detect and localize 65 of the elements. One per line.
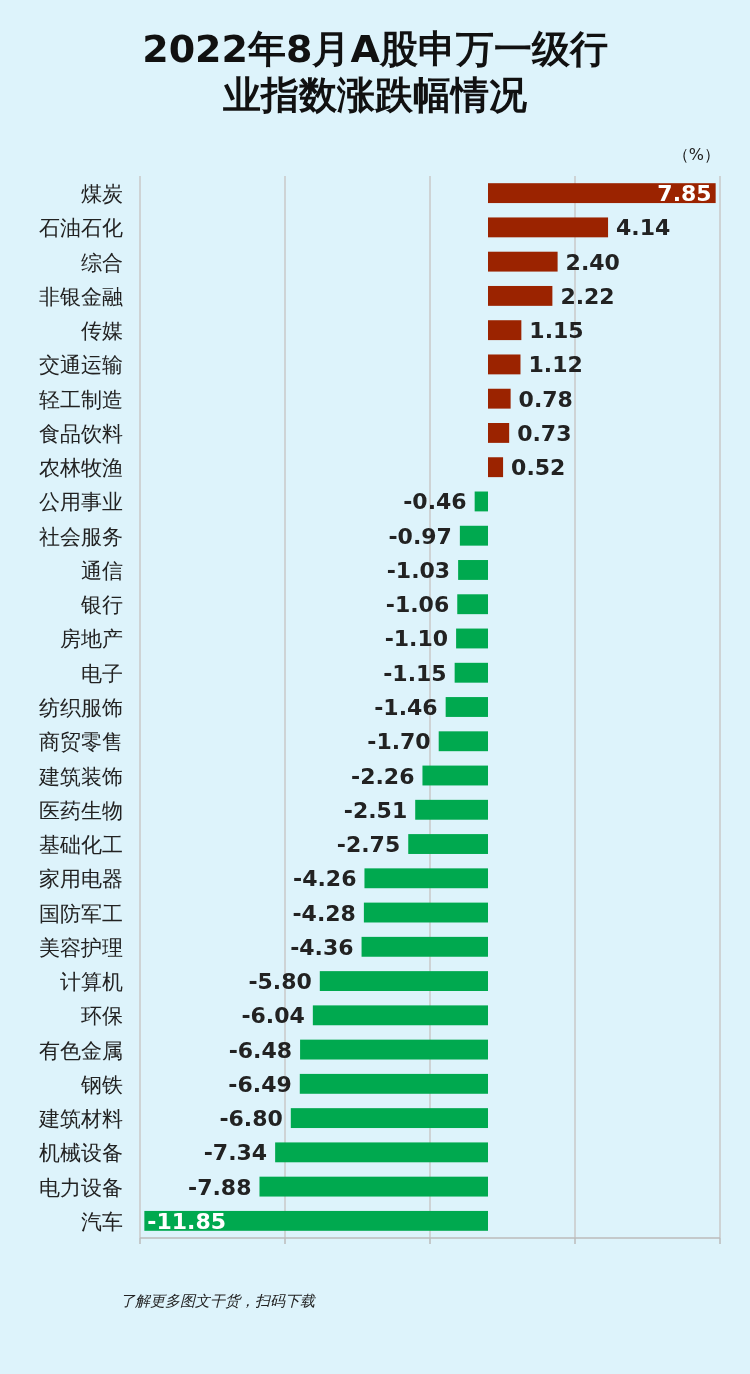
y-tick-label: 综合: [81, 250, 123, 275]
y-tick-label: 计算机: [60, 970, 123, 995]
data-label: -6.80: [219, 1106, 283, 1132]
y-tick-label: 环保: [81, 1004, 123, 1029]
y-tick-label: 建筑材料: [38, 1107, 123, 1132]
data-label: -1.10: [384, 626, 449, 652]
data-label: -4.26: [293, 866, 357, 892]
y-tick-label: 石油石化: [39, 216, 123, 241]
y-tick-label: 通信: [81, 558, 123, 583]
text: 了解更多图文干货，扫码下载: [120, 1292, 317, 1310]
data-label: -11.85: [147, 1208, 227, 1234]
chart-title: 2022年8月A股申万一级行业指数涨跌幅情况: [142, 27, 608, 117]
y-tick-label: 纺织服饰: [39, 696, 123, 720]
y-tick-label: 食品饮料: [39, 421, 123, 446]
y-tick-label: 国防军工: [39, 901, 123, 926]
data-label: -1.15: [383, 660, 447, 686]
y-tick-label: 汽车: [81, 1209, 123, 1234]
y-tick-label: 电子: [81, 661, 123, 686]
data-label: -6.49: [228, 1071, 292, 1097]
data-label: -2.75: [336, 832, 401, 858]
y-tick-label: 社会服务: [39, 524, 123, 549]
y-tick-label: 建筑装饰: [38, 764, 123, 789]
data-label: -4.28: [292, 900, 356, 926]
data-label: -6.48: [228, 1037, 293, 1063]
data-label: -1.46: [374, 695, 438, 720]
y-tick-label: 有色金属: [39, 1038, 123, 1063]
y-tick-label: 非银金融: [39, 284, 123, 309]
data-label: -7.34: [203, 1140, 268, 1166]
data-label: -0.97: [388, 523, 452, 549]
data-label: 7.85: [657, 181, 712, 207]
data-label: 0.78: [518, 386, 573, 412]
data-label: 1.15: [529, 318, 584, 344]
data-label: 0.73: [517, 420, 572, 446]
y-tick-label: 轻工制造: [39, 387, 123, 412]
data-label: -2.51: [343, 797, 408, 823]
data-label: 2.40: [565, 249, 620, 275]
data-label: -1.70: [367, 729, 431, 755]
y-tick-label: 机械设备: [39, 1141, 123, 1166]
y-tick-label: 公用事业: [39, 490, 123, 515]
data-label: -1.03: [386, 557, 451, 583]
data-label: -6.04: [241, 1003, 305, 1029]
data-label: 4.14: [616, 215, 671, 241]
y-tick-label: 商贸零售: [39, 730, 123, 755]
y-tick-label: 房地产: [60, 627, 123, 652]
data-label: 0.52: [511, 455, 566, 481]
data-label: -0.46: [403, 489, 467, 515]
text: （%）: [672, 145, 720, 164]
y-tick-label: 银行: [80, 593, 123, 618]
data-label: 1.12: [528, 352, 583, 378]
data-label: -2.26: [351, 763, 415, 789]
y-tick-label: 美容护理: [39, 935, 123, 960]
data-label: 2.22: [560, 283, 615, 309]
y-tick-label: 农林牧渔: [39, 456, 123, 481]
y-tick-label: 家用电器: [39, 867, 123, 892]
y-tick-label: 基础化工: [39, 833, 123, 858]
data-label: -7.88: [188, 1174, 252, 1200]
y-tick-label: 电力设备: [39, 1175, 123, 1200]
data-label: -5.80: [248, 969, 312, 995]
y-tick-label: 煤炭: [81, 182, 123, 207]
data-label: -4.36: [290, 934, 354, 960]
y-tick-label: 医药生物: [39, 798, 123, 823]
y-tick-label: 传媒: [81, 319, 123, 344]
data-label: -1.06: [385, 592, 450, 618]
y-tick-label: 交通运输: [39, 353, 123, 378]
y-tick-label: 钢铁: [80, 1072, 123, 1097]
